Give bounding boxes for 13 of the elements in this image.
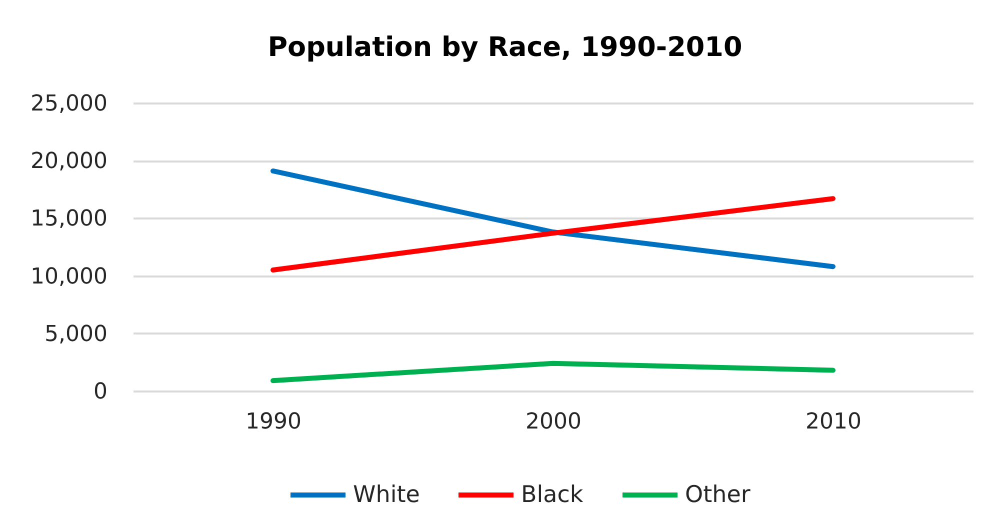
- legend-label: Black: [521, 482, 584, 508]
- x-tick-label: 1990: [246, 410, 302, 434]
- y-tick-label: 0: [94, 380, 108, 404]
- legend-label: White: [353, 482, 420, 508]
- y-tick-label: 25,000: [30, 92, 108, 116]
- y-tick-label: 5,000: [44, 322, 108, 347]
- y-tick-label: 10,000: [30, 264, 108, 290]
- x-tick-label: 2010: [806, 410, 862, 434]
- y-tick-label: 20,000: [30, 149, 108, 174]
- y-tick-label: 15,000: [30, 206, 108, 232]
- x-tick-label: 2000: [526, 410, 582, 434]
- chart-title: Population by Race, 1990-2010: [268, 32, 742, 63]
- legend-label: Other: [685, 482, 751, 508]
